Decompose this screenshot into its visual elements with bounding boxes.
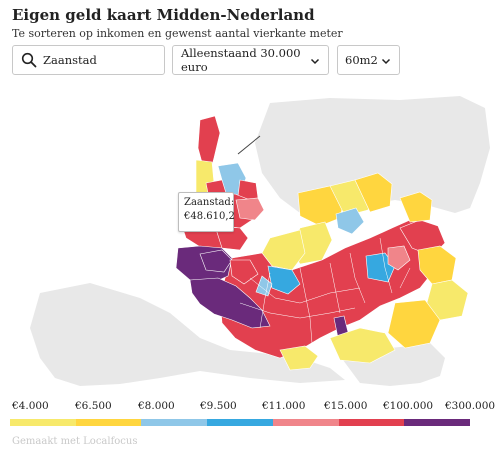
- legend-label: €9.500: [200, 400, 237, 412]
- region-east-pink[interactable]: [387, 245, 411, 271]
- page-subtitle: Te sorteren op inkomen en gewenst aantal…: [12, 27, 343, 40]
- region-east-yellow-north[interactable]: [399, 191, 433, 223]
- region-south-yellow[interactable]: [329, 327, 396, 364]
- region-red-zaanstad[interactable]: [214, 225, 249, 251]
- legend-label: €8.000: [138, 400, 175, 412]
- search-icon: [21, 52, 37, 68]
- municipality-borders: [239, 237, 411, 344]
- region-blue-light-south[interactable]: [255, 275, 273, 297]
- income-select-value: Alleenstaand 30.000 euro: [181, 46, 301, 74]
- legend-label: €11.000: [262, 400, 306, 412]
- legend-swatch: [338, 419, 405, 426]
- legend-swatch: [75, 419, 142, 426]
- footer-credit[interactable]: Gemaakt met Localfocus: [12, 436, 138, 447]
- region-flevoland-blue[interactable]: [335, 207, 365, 235]
- legend-label: €100.000: [383, 400, 434, 412]
- legend-label: €15.000: [324, 400, 368, 412]
- legend-swatch: [272, 419, 339, 426]
- map-background-land: [30, 96, 490, 386]
- legend-label: €300.000: [445, 400, 496, 412]
- page-title: Eigen geld kaart Midden-Nederland: [12, 6, 315, 24]
- tooltip-label: Zaanstad:: [184, 197, 235, 208]
- chevron-down-icon: [310, 55, 320, 65]
- legend-color-bar: [10, 419, 471, 426]
- size-select-value: 60m2: [345, 53, 378, 67]
- region-east-yellow-lower[interactable]: [387, 299, 441, 349]
- size-select[interactable]: 60m2: [337, 45, 400, 75]
- legend-swatch: [207, 419, 273, 426]
- legend-swatch: [10, 419, 76, 426]
- search-input[interactable]: [43, 53, 153, 67]
- legend-labels: €4.000 €6.500 €8.000 €9.500 €11.000 €15.…: [0, 400, 500, 414]
- chevron-down-icon: [381, 55, 391, 65]
- ferry-line: [237, 135, 261, 155]
- netherlands-map: [30, 96, 490, 386]
- region-zaanstad-area[interactable]: [199, 249, 233, 273]
- legend-swatch: [141, 419, 208, 426]
- tooltip-value: €48.610,2: [184, 211, 235, 222]
- region-haarlemmermeer[interactable]: [189, 277, 271, 329]
- income-select[interactable]: Alleenstaand 30.000 euro: [172, 45, 329, 75]
- legend-label: €6.500: [75, 400, 112, 412]
- search-box[interactable]: [12, 45, 165, 75]
- map-tooltip: Zaanstad: €48.610,2: [178, 192, 235, 232]
- region-flevoland-east[interactable]: [354, 172, 393, 213]
- legend-swatch: [404, 419, 471, 426]
- region-south-yellow-west[interactable]: [279, 345, 319, 371]
- legend-label: €4.000: [12, 400, 49, 412]
- region-pink-hoorn[interactable]: [235, 197, 265, 221]
